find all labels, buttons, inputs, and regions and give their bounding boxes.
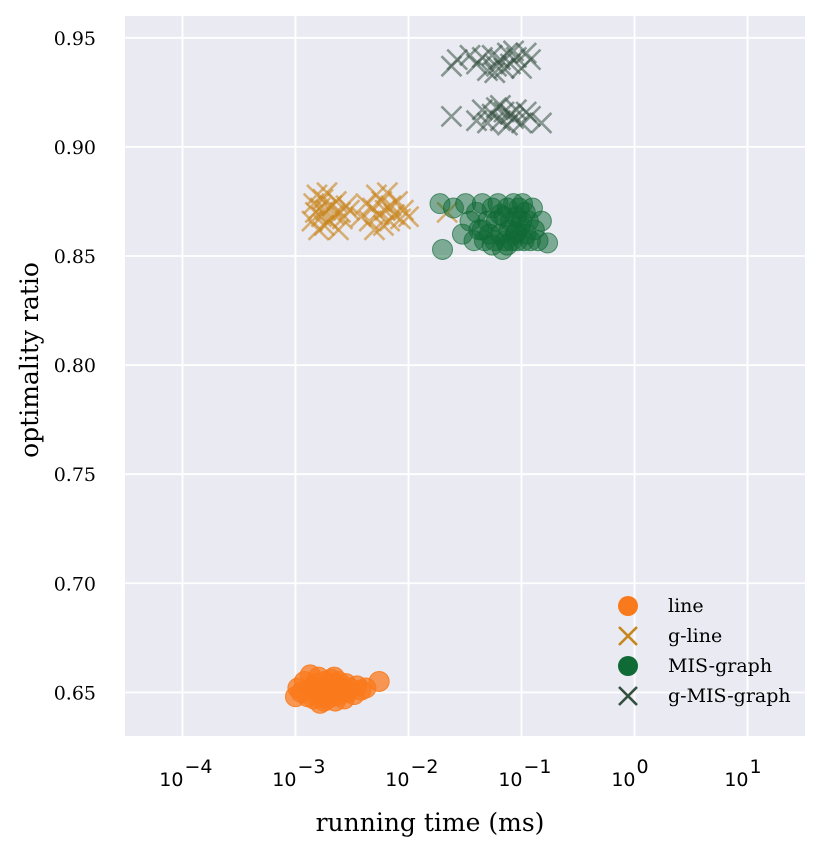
point-g-MIS-graph-16 — [483, 61, 506, 84]
point-g-MIS-graph-32 — [519, 105, 542, 128]
legend-label-g-MIS-graph: g-MIS-graph — [668, 685, 791, 707]
y-tick-label-6: 0.95 — [54, 28, 96, 50]
series-MIS-graph — [429, 193, 559, 260]
point-g-line-19 — [338, 199, 361, 222]
legend-marker-g-line — [618, 626, 638, 646]
legend-marker-line — [618, 596, 638, 616]
legend-marker-MIS-graph — [618, 656, 638, 676]
x-tick-base-1: 10 — [272, 769, 296, 791]
x-tick-label-2: 10−2 — [385, 756, 438, 791]
point-MIS-graph-1 — [432, 238, 454, 260]
legend-label-g-line: g-line — [668, 625, 722, 647]
point-g-MIS-graph-15 — [519, 48, 542, 71]
y-tick-label-5: 0.90 — [54, 137, 96, 159]
y-axis-ticks: 0.65 0.70 0.75 0.80 0.85 0.90 0.95 — [54, 28, 96, 705]
x-tick-label-1: 10−3 — [272, 756, 325, 791]
series-line — [284, 664, 390, 714]
x-tick-label-0: 10−4 — [159, 756, 212, 791]
legend-item-g-line: g-line — [618, 625, 722, 647]
point-MIS-graph-41 — [530, 210, 552, 232]
x-tick-exponent-2: −2 — [410, 756, 438, 778]
point-line-36 — [368, 670, 390, 692]
gridlines — [125, 16, 805, 736]
series-g-line — [301, 181, 459, 241]
point-MIS-graph-46 — [489, 204, 511, 226]
series-g-MIS-graph — [440, 39, 553, 137]
y-axis-title: optimality ratio — [15, 262, 44, 458]
x-tick-exponent-0: −4 — [184, 756, 212, 778]
point-MIS-graph-42 — [537, 232, 559, 254]
x-tick-base-4: 10 — [611, 769, 635, 791]
x-tick-exponent-3: −1 — [524, 756, 552, 778]
x-tick-base-0: 10 — [159, 769, 183, 791]
x-tick-label-3: 10−1 — [498, 756, 551, 791]
point-g-MIS-graph-17 — [502, 39, 525, 62]
point-MIS-graph-47 — [471, 219, 493, 241]
y-tick-label-3: 0.80 — [54, 355, 96, 377]
point-g-MIS-graph-1 — [446, 48, 469, 71]
point-g-MIS-graph-33 — [530, 111, 553, 134]
y-tick-label-1: 0.70 — [54, 573, 96, 595]
point-g-MIS-graph-30 — [510, 111, 533, 134]
y-tick-label-4: 0.85 — [54, 246, 96, 268]
point-line-39 — [323, 666, 345, 688]
y-tick-label-2: 0.75 — [54, 464, 96, 486]
x-tick-exponent-1: −3 — [297, 756, 325, 778]
legend: line g-line MIS-graph g-MIS-graph — [618, 595, 791, 707]
x-tick-exponent-4: 0 — [637, 756, 649, 778]
legend-label-MIS-graph: MIS-graph — [668, 655, 772, 677]
x-tick-label-5: 101 — [724, 756, 761, 791]
point-line-38 — [313, 690, 335, 712]
x-tick-label-4: 100 — [611, 756, 648, 791]
x-tick-base-3: 10 — [498, 769, 522, 791]
legend-item-MIS-graph: MIS-graph — [618, 655, 772, 677]
x-tick-base-2: 10 — [385, 769, 409, 791]
x-axis-title: running time (ms) — [316, 808, 545, 837]
legend-item-g-MIS-graph: g-MIS-graph — [618, 685, 791, 707]
point-g-line-37 — [397, 205, 420, 228]
x-tick-base-5: 10 — [724, 769, 748, 791]
legend-item-line: line — [618, 595, 704, 617]
plot-background — [125, 16, 805, 736]
point-g-MIS-graph-34 — [489, 94, 512, 117]
point-MIS-graph-45 — [505, 221, 527, 243]
x-tick-exponent-5: 1 — [750, 756, 762, 778]
legend-marker-g-MIS-graph — [618, 686, 638, 706]
legend-label-line: line — [668, 595, 704, 617]
data-points — [284, 39, 559, 714]
y-tick-label-0: 0.65 — [54, 682, 96, 704]
point-g-MIS-graph-18 — [440, 105, 463, 128]
